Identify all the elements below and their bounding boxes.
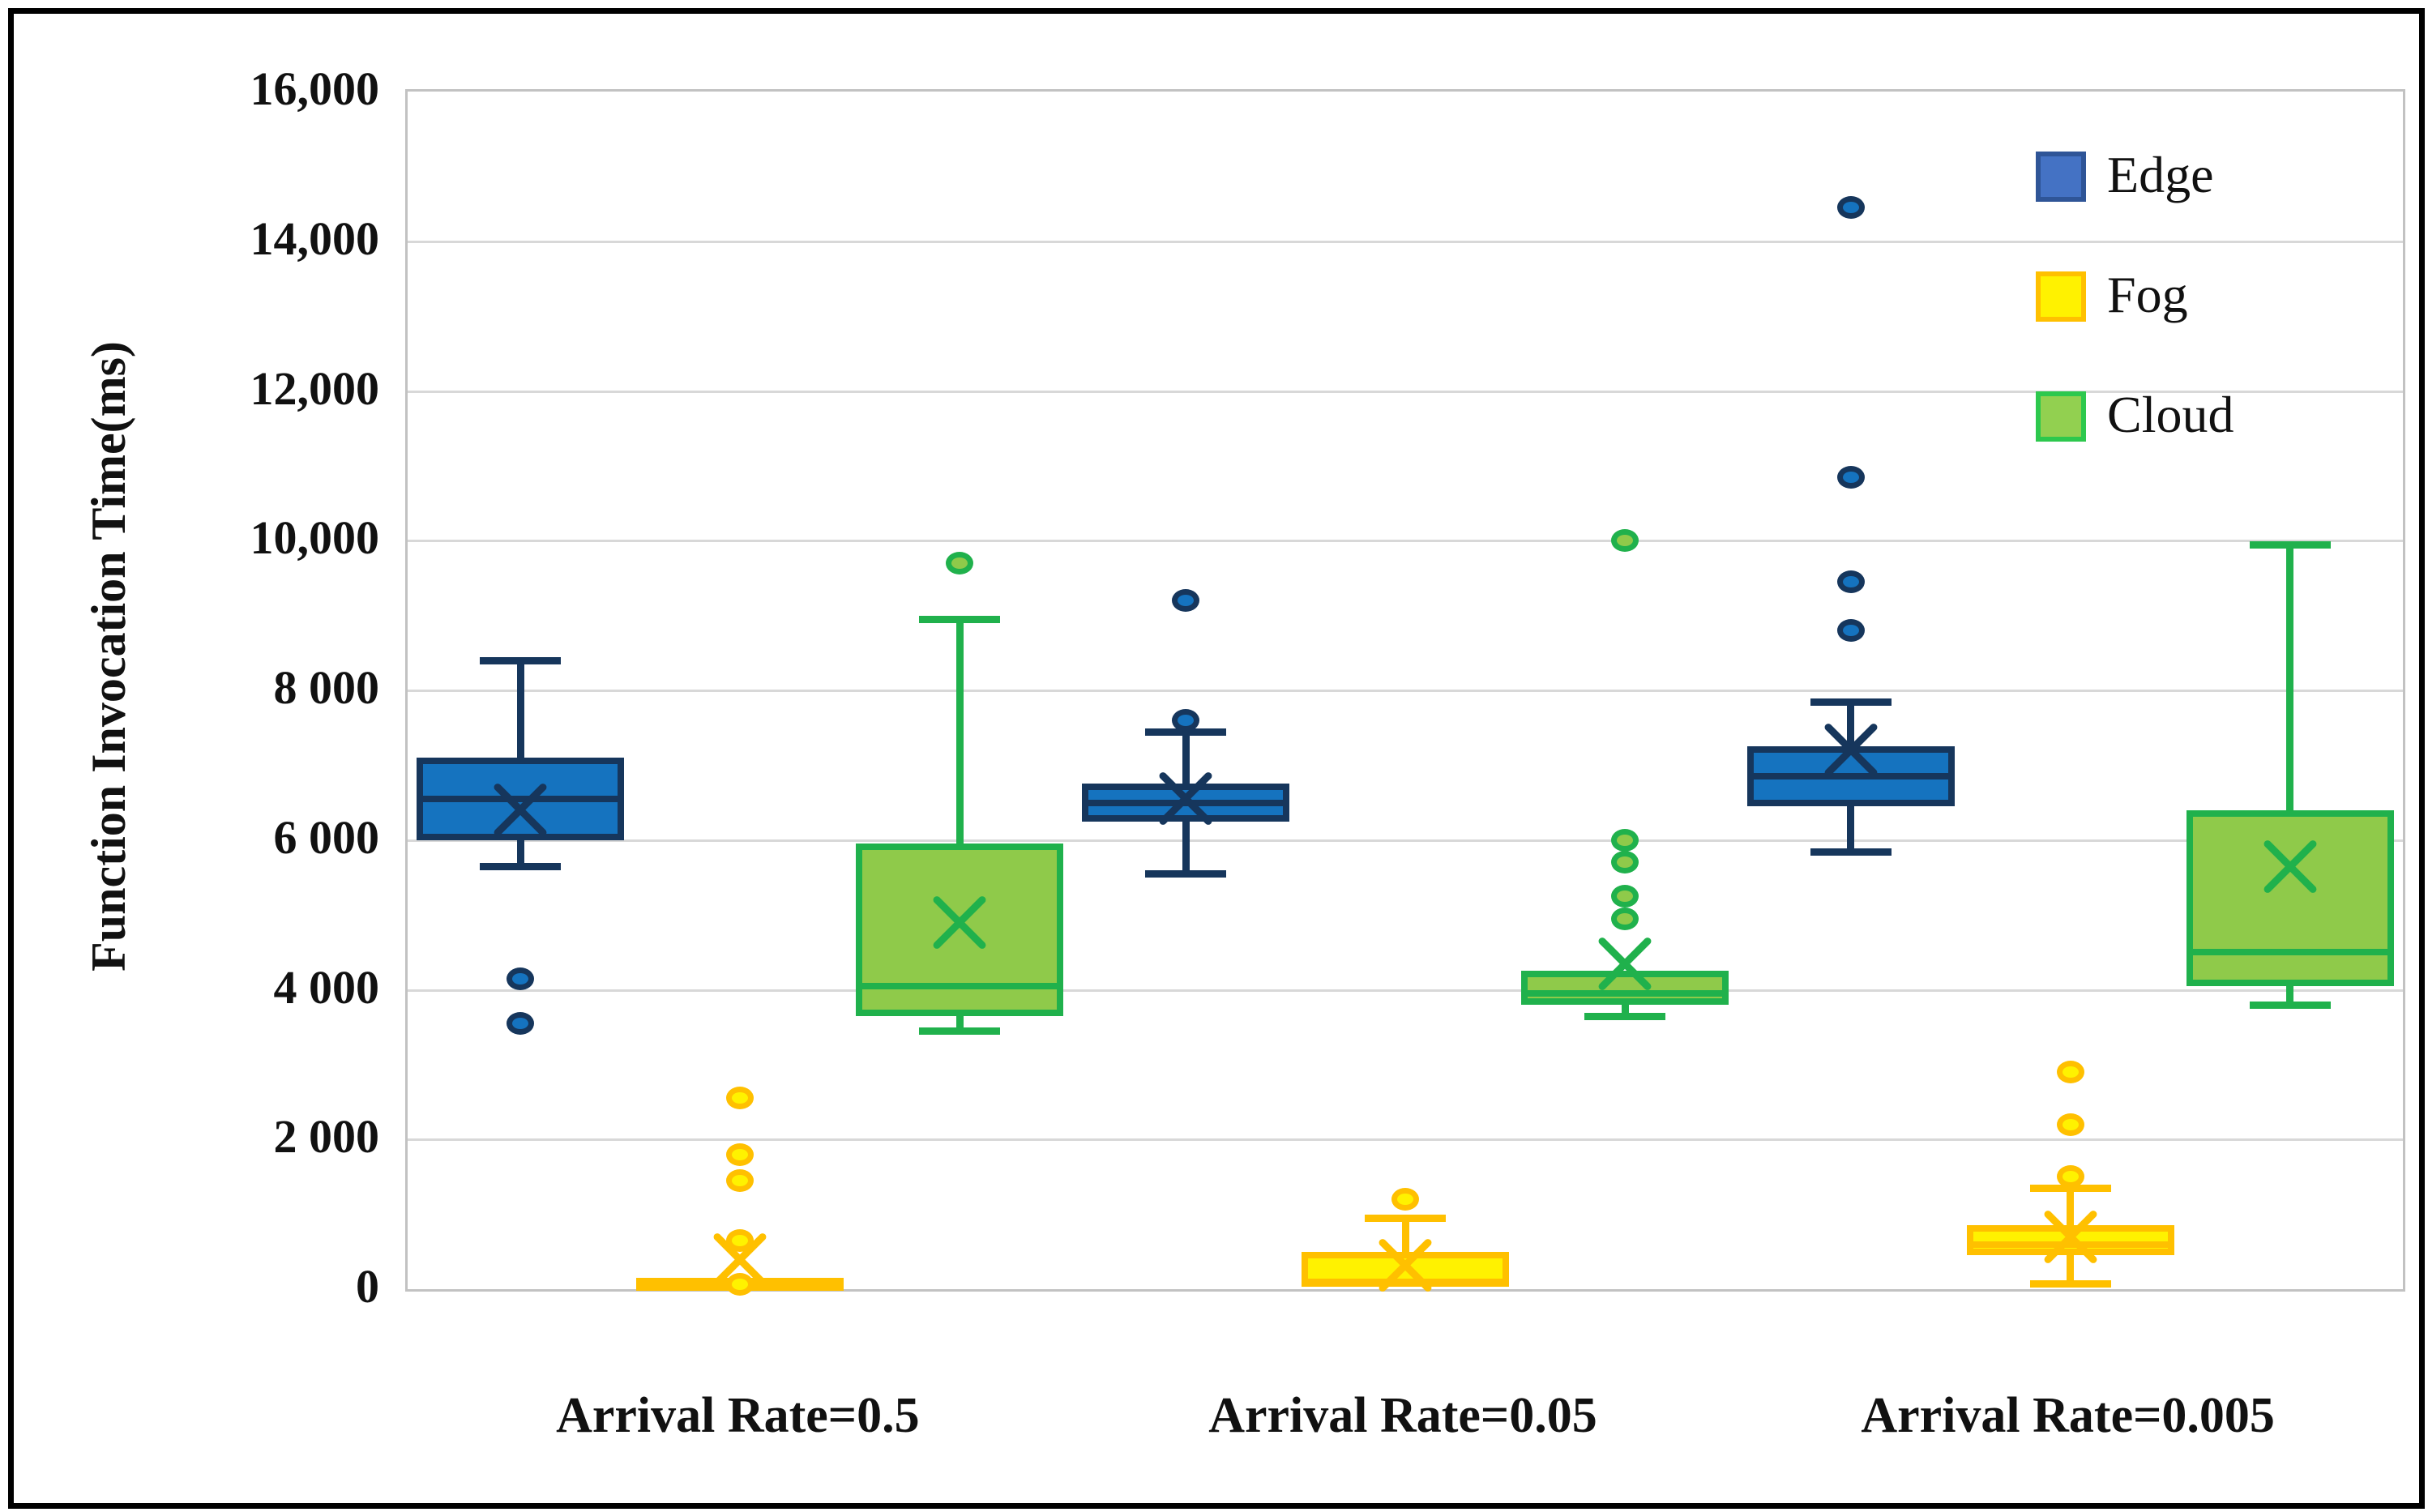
whisker-cap-lower-edge-group1 [480, 863, 562, 871]
whisker-cap-upper-cloud-group1 [919, 616, 1001, 624]
whisker-cap-upper-fog-group2 [1365, 1215, 1446, 1223]
outlier-dot-fog-group3-2 [2056, 1113, 2084, 1136]
legend-label-edge: Edge [2107, 146, 2214, 203]
x-axis-label-group3: Arrival Rate=0.005 [1861, 1388, 2275, 1443]
outlier-dot-cloud-group2-1 [1611, 907, 1639, 930]
gridline-8000 [408, 690, 2403, 692]
outlier-dot-edge-group3-4 [1836, 196, 1865, 220]
figure-border [8, 8, 2425, 1509]
whisker-line-lower-edge-group2 [1182, 821, 1190, 874]
legend-swatch-edge [2036, 152, 2086, 202]
x-axis-label-group1: Arrival Rate=0.5 [556, 1388, 920, 1443]
outlier-dot-fog-group1-2 [726, 1228, 754, 1252]
whisker-cap-lower-edge-group2 [1145, 870, 1226, 878]
outlier-dot-fog-group1-4 [726, 1143, 754, 1166]
y-tick-label-10000: 10,000 [250, 511, 380, 565]
outlier-dot-edge-group2-2 [1172, 589, 1199, 613]
whisker-cap-upper-fog-group3 [2029, 1185, 2111, 1193]
whisker-cap-upper-edge-group2 [1145, 728, 1226, 736]
y-tick-label-4000: 4 000 [273, 960, 380, 1014]
whisker-line-lower-cloud-group2 [1621, 1004, 1629, 1016]
outlier-dot-fog-group2-1 [1391, 1188, 1419, 1211]
gridline-4000 [408, 989, 2403, 992]
median-line-edge-group3 [1750, 773, 1951, 780]
whisker-cap-lower-cloud-group3 [2249, 1001, 2331, 1009]
median-line-cloud-group2 [1524, 990, 1725, 997]
outlier-dot-edge-group3-2 [1836, 570, 1865, 594]
gridline-2000 [408, 1138, 2403, 1142]
whisker-line-lower-cloud-group1 [955, 1015, 964, 1031]
gridline-14000 [408, 240, 2403, 243]
gridline-10000 [408, 540, 2403, 543]
y-tick-label-14000: 14,000 [250, 211, 380, 265]
outlier-dot-cloud-group1-1 [946, 551, 974, 574]
legend-label-cloud: Cloud [2107, 386, 2234, 443]
outlier-dot-fog-group1-5 [726, 1087, 754, 1110]
whisker-cap-upper-edge-group1 [480, 657, 562, 665]
median-line-fog-group3 [1969, 1241, 2171, 1248]
whisker-line-upper-edge-group3 [1847, 701, 1855, 747]
whisker-cap-lower-edge-group3 [1810, 848, 1892, 856]
gridline-6000 [408, 839, 2403, 842]
y-tick-label-6000: 6 000 [273, 810, 380, 864]
box-cloud-group3 [2186, 809, 2394, 986]
y-tick-label-12000: 12,000 [250, 361, 380, 415]
whisker-line-upper-fog-group3 [2067, 1188, 2075, 1226]
median-line-cloud-group3 [2189, 949, 2391, 956]
y-tick-label-2000: 2 000 [273, 1110, 380, 1164]
whisker-line-upper-cloud-group1 [955, 619, 964, 844]
whisker-line-upper-edge-group2 [1182, 731, 1190, 784]
whisker-cap-upper-edge-group3 [1810, 698, 1892, 706]
y-tick-label-16000: 16,000 [250, 62, 380, 115]
legend-label-fog: Fog [2107, 266, 2188, 323]
median-line-cloud-group1 [859, 982, 1061, 989]
whisker-cap-lower-fog-group3 [2029, 1279, 2111, 1288]
outlier-dot-edge-group2-1 [1172, 708, 1199, 732]
whisker-line-lower-cloud-group3 [2286, 985, 2294, 1005]
y-tick-label-8000: 8 000 [273, 661, 380, 714]
legend-swatch-cloud [2036, 391, 2086, 442]
whisker-line-upper-cloud-group3 [2286, 544, 2294, 810]
whisker-cap-upper-cloud-group3 [2249, 540, 2331, 549]
x-axis-label-group2: Arrival Rate=0.05 [1208, 1388, 1597, 1443]
gridline-12000 [408, 390, 2403, 393]
whisker-line-lower-fog-group3 [2067, 1255, 2075, 1283]
outlier-dot-edge-group3-1 [1836, 619, 1865, 643]
box-cloud-group2 [1521, 971, 1729, 1005]
whisker-line-lower-edge-group1 [516, 839, 524, 867]
y-tick-label-0: 0 [356, 1260, 379, 1313]
median-line-edge-group1 [420, 795, 622, 802]
outlier-dot-fog-group1-3 [726, 1169, 754, 1193]
whisker-cap-lower-cloud-group2 [1584, 1012, 1665, 1020]
outlier-dot-edge-group1-2 [507, 1012, 535, 1036]
outlier-dot-cloud-group2-4 [1611, 828, 1639, 852]
median-line-fog-group2 [1305, 1278, 1506, 1285]
whisker-cap-lower-cloud-group1 [919, 1027, 1001, 1036]
whisker-line-lower-edge-group3 [1847, 806, 1855, 852]
outlier-dot-fog-group3-3 [2056, 1061, 2084, 1084]
outlier-dot-edge-group3-3 [1836, 465, 1865, 489]
outlier-dot-cloud-group2-2 [1611, 885, 1639, 908]
outlier-dot-cloud-group2-3 [1611, 851, 1639, 874]
legend-swatch-fog [2036, 271, 2086, 322]
outlier-dot-fog-group1-1 [726, 1273, 754, 1296]
outlier-dot-cloud-group2-5 [1611, 529, 1639, 553]
box-cloud-group1 [856, 844, 1064, 1016]
outlier-dot-fog-group3-1 [2056, 1165, 2084, 1189]
outlier-dot-edge-group1-1 [507, 967, 535, 990]
whisker-line-upper-edge-group1 [516, 660, 524, 758]
plot-area [405, 89, 2405, 1296]
whisker-line-upper-fog-group2 [1401, 1218, 1409, 1252]
